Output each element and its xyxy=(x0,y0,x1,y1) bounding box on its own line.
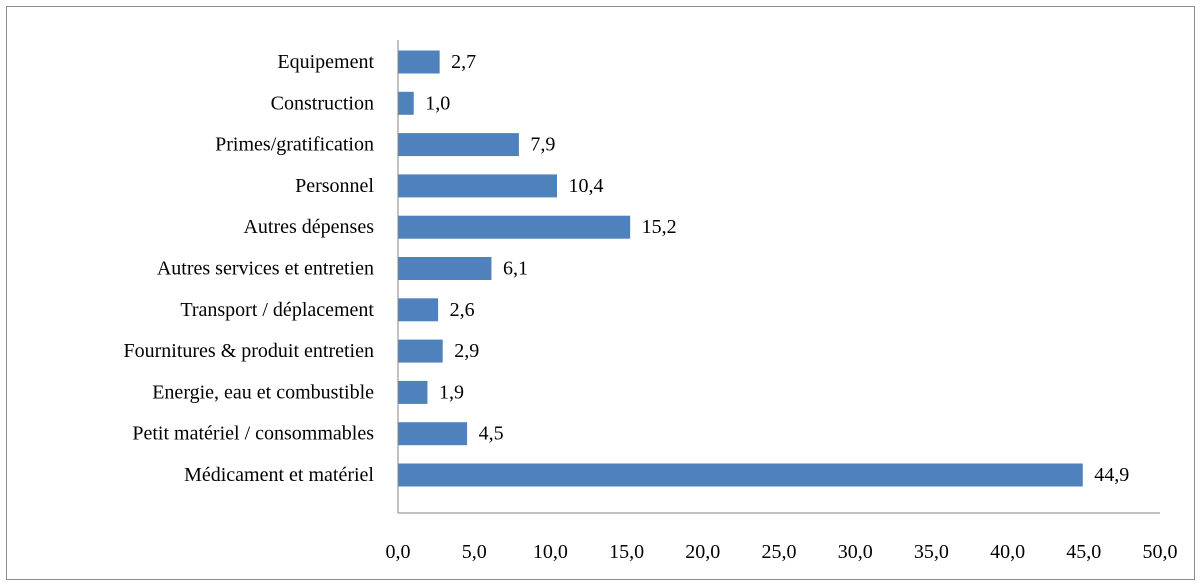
x-tick-label: 0,0 xyxy=(386,541,411,563)
category-label: Petit matériel / consommables xyxy=(132,423,374,445)
category-label: Médicament et matériel xyxy=(184,464,374,486)
x-tick-label: 45,0 xyxy=(1066,541,1101,563)
bar xyxy=(398,298,439,322)
category-label: Energie, eau et combustible xyxy=(152,381,374,403)
axes xyxy=(397,40,1160,514)
x-tick-label: 30,0 xyxy=(838,541,873,563)
category-label: Primes/gratification xyxy=(215,134,374,156)
category-label: Personnel xyxy=(295,175,374,197)
category-label: Autres services et entretien xyxy=(157,258,374,280)
bar xyxy=(398,339,443,363)
x-tick-label: 20,0 xyxy=(685,541,720,563)
bar xyxy=(398,91,414,115)
x-tick-label: 15,0 xyxy=(609,541,644,563)
data-label: 2,9 xyxy=(454,340,479,362)
category-label: Construction xyxy=(271,92,374,114)
data-label: 4,5 xyxy=(479,423,504,445)
data-label: 15,2 xyxy=(642,216,677,238)
category-label: Fournitures & produit entretien xyxy=(123,340,374,362)
category-label: Transport / déplacement xyxy=(180,299,374,321)
category-label: Equipement xyxy=(277,51,374,73)
bar xyxy=(398,50,440,74)
x-tick-label: 35,0 xyxy=(914,541,949,563)
bar xyxy=(398,174,557,198)
bar xyxy=(398,133,519,157)
data-label: 1,0 xyxy=(425,92,450,114)
data-label: 44,9 xyxy=(1094,464,1129,486)
x-tick-label: 10,0 xyxy=(533,541,568,563)
x-tick-labels: 0,0 5,0 10,0 15,0 20,0 25,0 30,0 35,0 40,0 45,0 50… xyxy=(386,541,1178,563)
x-tick-label: 25,0 xyxy=(762,541,797,563)
x-tick-label: 50,0 xyxy=(1143,541,1178,563)
category-labels: Equipement Construction Primes/gratificati… xyxy=(123,51,374,486)
bar xyxy=(398,422,468,446)
value-labels: 2,71,0 7,9 10,4 15,2 6,1 2,6 2,9 1,9 4,5 44,9 xyxy=(425,51,1129,486)
data-label: 1,9 xyxy=(439,381,464,403)
data-label: 2,7 xyxy=(451,51,476,73)
data-label: 7,9 xyxy=(530,134,555,156)
bars-layer xyxy=(398,50,1083,487)
category-label: Autres dépenses xyxy=(243,216,374,238)
x-tick-label: 5,0 xyxy=(462,541,487,563)
bar xyxy=(398,215,631,239)
bar xyxy=(398,463,1083,487)
data-label: 10,4 xyxy=(568,175,603,197)
x-tick-label: 40,0 xyxy=(990,541,1025,563)
bar xyxy=(398,257,492,280)
bar xyxy=(398,380,428,404)
data-label: 2,6 xyxy=(450,299,475,321)
data-label: 6,1 xyxy=(503,258,528,280)
